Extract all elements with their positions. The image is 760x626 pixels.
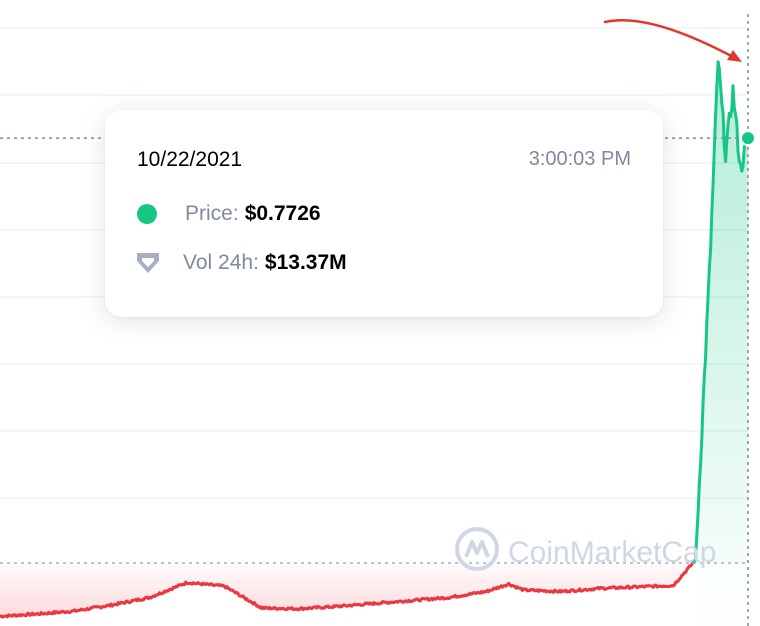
price-area [0,61,748,626]
green-dot-icon [137,204,157,224]
price-segment [696,480,701,515]
red-arrow-icon [603,18,737,60]
price-segment [717,67,723,89]
price-segment [702,355,708,377]
volume-label: Vol 24h: [183,251,259,274]
price-segment [736,149,741,164]
shield-icon [137,253,159,273]
price-segment [700,399,705,439]
price-segment [725,122,730,143]
hover-point [740,130,756,147]
price-segment [711,147,716,186]
price-segment [719,85,724,105]
price-segment [741,145,746,168]
watermark: CoinMarketCap [455,527,716,571]
price-value: $0.7726 [244,202,321,225]
price-segment [720,101,725,115]
rally-area [696,61,748,626]
guides [0,14,749,626]
red-arrow-head [727,50,742,62]
price-segment [694,532,699,560]
price-segment [705,294,710,322]
price-line [0,60,750,619]
tooltip-price-row: Price: $0.7726 [137,202,321,226]
area-below-baseline [0,563,748,617]
price-segment [724,139,729,163]
volume-value: $13.37M [264,251,347,274]
tooltip-volume-row: Vol 24h: $13.37M [137,251,347,275]
price-segment [721,112,726,149]
price-segment [712,113,718,151]
price-segment [697,462,703,484]
tooltip-date: 10/22/2021 [137,148,243,171]
price-segment [701,373,706,403]
watermark-text: CoinMarketCap [508,536,716,569]
coinmarketcap-logo-icon [455,527,499,571]
price-segment [709,211,714,252]
price-segment [704,318,709,359]
price-label: Price: [185,202,239,225]
price-segment [714,85,719,117]
price-segment [710,182,715,215]
markers [603,18,756,147]
price-segment [706,265,711,298]
tooltip-time: 3:00:03 PM [528,148,631,170]
price-tooltip: 10/22/2021 3:00:03 PM Price: $0.7726 Vol… [105,110,663,317]
price-segment [735,121,740,153]
price-segment [695,511,700,536]
price-segment [699,435,704,466]
price-segment [731,84,736,110]
price-segment [707,248,713,269]
